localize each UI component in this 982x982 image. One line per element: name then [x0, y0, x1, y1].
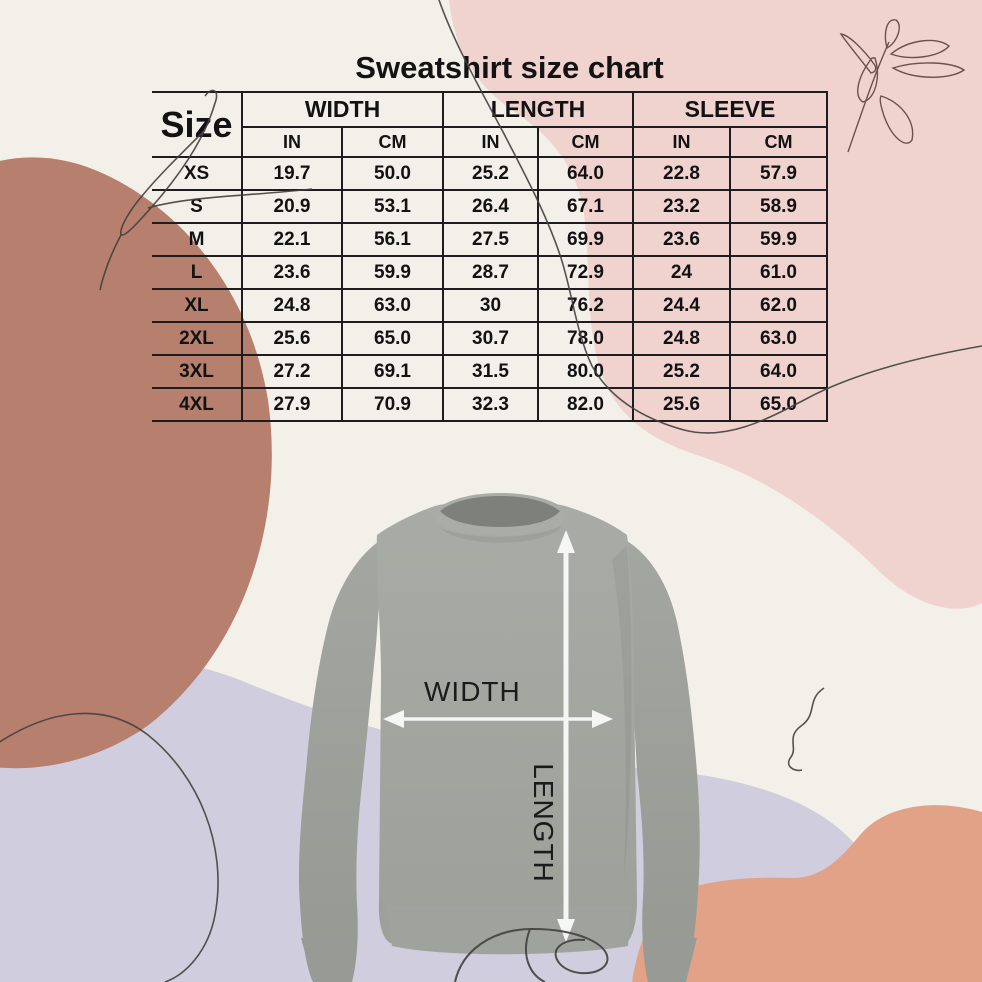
- measurement-cell: 59.9: [341, 255, 444, 290]
- table-row: XS 19.7 50.0 25.2 64.0 22.8 57.9: [152, 156, 828, 191]
- body-fold-shading: [612, 545, 632, 880]
- sweatshirt-collar-opening: [440, 496, 560, 527]
- measurement-cell: 27.5: [442, 222, 539, 257]
- measurement-cell: 53.1: [341, 189, 444, 224]
- measurement-cell: 23.6: [632, 222, 731, 257]
- measurement-cell: 64.0: [729, 354, 828, 389]
- measurement-cell: 58.9: [729, 189, 828, 224]
- measurement-cell: 67.1: [537, 189, 634, 224]
- measurement-cell: 65.0: [341, 321, 444, 356]
- measurement-cell: 25.2: [442, 156, 539, 191]
- table-row: L 23.6 59.9 28.7 72.9 24 61.0: [152, 255, 828, 290]
- measurement-cell: 59.9: [729, 222, 828, 257]
- measurement-cell: 25.6: [241, 321, 343, 356]
- sleeve-cm-header: CM: [729, 126, 828, 158]
- table-row: 4XL 27.9 70.9 32.3 82.0 25.6 65.0: [152, 387, 828, 422]
- measurement-cell: 22.1: [241, 222, 343, 257]
- width-group-header: WIDTH: [241, 91, 444, 128]
- measurement-cell: 69.1: [341, 354, 444, 389]
- measurement-cell: 70.9: [341, 387, 444, 422]
- measurement-cell: 64.0: [537, 156, 634, 191]
- measurement-cell: 72.9: [537, 255, 634, 290]
- measurement-cell: 27.2: [241, 354, 343, 389]
- size-label-cell: S: [152, 189, 243, 224]
- sweatshirt-right-sleeve: [622, 538, 700, 982]
- measurement-cell: 28.7: [442, 255, 539, 290]
- sweatshirt-hem-band: [386, 905, 632, 955]
- measurement-cell: 25.6: [632, 387, 731, 422]
- length-group-header: LENGTH: [442, 91, 634, 128]
- measurement-cell: 25.2: [632, 354, 731, 389]
- size-label-cell: 3XL: [152, 354, 243, 389]
- size-label-cell: L: [152, 255, 243, 290]
- measurement-cell: 62.0: [729, 288, 828, 323]
- measurement-cell: 24.4: [632, 288, 731, 323]
- length-arrowhead-top: [557, 530, 575, 553]
- measurement-cell: 31.5: [442, 354, 539, 389]
- measurement-cell: 23.2: [632, 189, 731, 224]
- size-label-cell: XL: [152, 288, 243, 323]
- measurement-cell: 76.2: [537, 288, 634, 323]
- table-row: S 20.9 53.1 26.4 67.1 23.2 58.9: [152, 189, 828, 224]
- width-arrowhead-right: [592, 710, 613, 728]
- measurement-cell: 27.9: [241, 387, 343, 422]
- size-label-cell: M: [152, 222, 243, 257]
- size-table-body: XS 19.7 50.0 25.2 64.0 22.8 57.9 S 20.9 53.1 26.4 6…: [152, 156, 828, 422]
- length-cm-header: CM: [537, 126, 634, 158]
- page-title: Sweatshirt size chart: [355, 50, 664, 85]
- measurement-cell: 50.0: [341, 156, 444, 191]
- measurement-cell: 24.8: [632, 321, 731, 356]
- measurement-cell: 24: [632, 255, 731, 290]
- salmon-blob: [632, 805, 982, 982]
- measurement-cell: 57.9: [729, 156, 828, 191]
- collar-shadow: [440, 526, 562, 543]
- measurement-cell: 63.0: [729, 321, 828, 356]
- measurement-cell: 63.0: [341, 288, 444, 323]
- measurement-cell: 30: [442, 288, 539, 323]
- sweatshirt-left-cuff: [301, 936, 356, 982]
- measurement-cell: 23.6: [241, 255, 343, 290]
- sleeve-in-header: IN: [632, 126, 731, 158]
- measurement-cell: 30.7: [442, 321, 539, 356]
- measurement-cell: 56.1: [341, 222, 444, 257]
- measurement-cell: 69.9: [537, 222, 634, 257]
- measurement-cell: 78.0: [537, 321, 634, 356]
- length-dimension-label: LENGTH: [528, 763, 559, 883]
- width-arrowhead-left: [383, 710, 404, 728]
- measurement-cell: 80.0: [537, 354, 634, 389]
- size-label-cell: 2XL: [152, 321, 243, 356]
- sweatshirt-body: [376, 500, 637, 952]
- sweatshirt-photo: [298, 493, 700, 982]
- length-in-header: IN: [442, 126, 539, 158]
- measurement-cell: 61.0: [729, 255, 828, 290]
- sweatshirt-right-cuff: [643, 936, 697, 982]
- size-chart-table: Size WIDTH LENGTH SLEEVE IN CM IN CM IN …: [152, 91, 828, 422]
- measurement-cell: 65.0: [729, 387, 828, 422]
- width-cm-header: CM: [341, 126, 444, 158]
- measurement-cell: 19.7: [241, 156, 343, 191]
- measurement-cell: 82.0: [537, 387, 634, 422]
- measurement-cell: 32.3: [442, 387, 539, 422]
- measurement-cell: 20.9: [241, 189, 343, 224]
- table-row: XL 24.8 63.0 30 76.2 24.4 62.0: [152, 288, 828, 323]
- measurement-cell: 22.8: [632, 156, 731, 191]
- measurement-cell: 24.8: [241, 288, 343, 323]
- width-in-header: IN: [241, 126, 343, 158]
- size-column-header: Size: [152, 91, 243, 158]
- table-row: 2XL 25.6 65.0 30.7 78.0 24.8 63.0: [152, 321, 828, 356]
- table-row: M 22.1 56.1 27.5 69.9 23.6 59.9: [152, 222, 828, 257]
- measurement-cell: 26.4: [442, 189, 539, 224]
- size-label-cell: XS: [152, 156, 243, 191]
- table-row: 3XL 27.2 69.1 31.5 80.0 25.2 64.0: [152, 354, 828, 389]
- sweatshirt-left-sleeve: [298, 538, 384, 982]
- size-label-cell: 4XL: [152, 387, 243, 422]
- width-dimension-label: WIDTH: [424, 676, 521, 707]
- sleeve-group-header: SLEEVE: [632, 91, 828, 128]
